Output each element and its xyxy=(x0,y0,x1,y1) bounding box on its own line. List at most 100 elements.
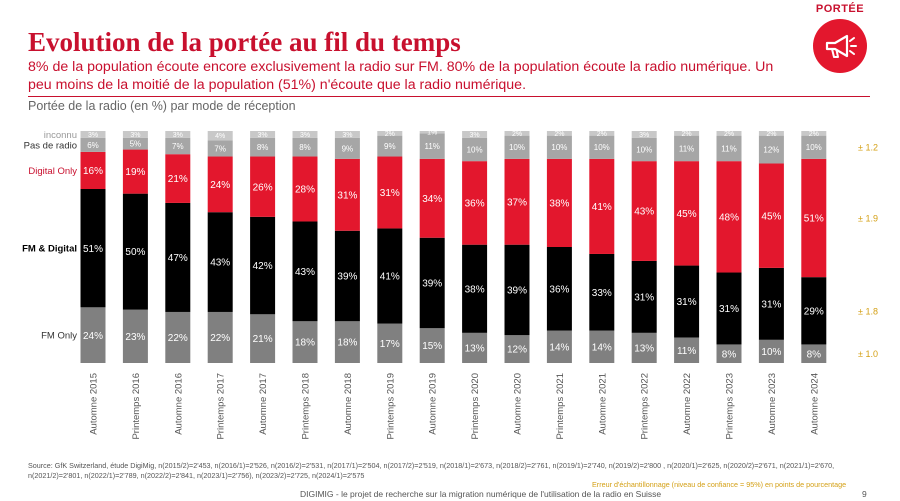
bar-inconnu-6 xyxy=(292,131,318,138)
bar-fm-digital-12 xyxy=(546,247,572,331)
bar-digital-only-16 xyxy=(716,161,742,273)
data-label-pas-de-radio-9: 11% xyxy=(424,142,439,151)
data-label-inconnu-13: 2% xyxy=(597,131,607,138)
data-label-fm-only-9: 15% xyxy=(422,341,442,352)
data-label-digital-only-2: 19% xyxy=(125,167,145,178)
data-label-fm-digital-12: 36% xyxy=(549,284,569,295)
data-label-pas-de-radio-1: 6% xyxy=(87,141,99,150)
bar-pas-de-radio-6 xyxy=(292,137,318,157)
title-divider xyxy=(28,96,870,97)
bar-fm-only-14 xyxy=(631,332,657,363)
data-label-fm-digital-3: 47% xyxy=(168,253,188,264)
bar-pas-de-radio-14 xyxy=(631,137,657,162)
data-label-digital-only-12: 38% xyxy=(549,199,569,210)
bar-inconnu-12 xyxy=(546,131,572,136)
bar-pas-de-radio-8 xyxy=(377,135,403,157)
data-label-digital-only-4: 24% xyxy=(210,180,230,191)
data-label-pas-de-radio-16: 11% xyxy=(721,144,736,153)
data-label-digital-only-5: 26% xyxy=(253,182,273,193)
data-label-digital-only-16: 48% xyxy=(719,212,739,223)
bar-fm-digital-7 xyxy=(334,230,360,322)
bar-fm-only-9 xyxy=(419,328,445,363)
data-label-fm-only-6: 18% xyxy=(295,338,315,349)
legend-label-fm-digital: FM & Digital xyxy=(22,244,77,255)
data-label-fm-digital-7: 39% xyxy=(337,272,357,283)
x-tick-label-18: Automne 2024 xyxy=(809,373,820,435)
bar-fm-digital-8 xyxy=(377,228,403,324)
data-label-fm-only-3: 22% xyxy=(168,333,188,344)
data-label-fm-only-8: 17% xyxy=(380,339,400,350)
data-label-fm-digital-17: 31% xyxy=(761,299,781,310)
bar-fm-digital-16 xyxy=(716,272,742,345)
footer-text: DIGIMIG - le projet de recherche sur la … xyxy=(300,489,662,499)
bar-pas-de-radio-12 xyxy=(546,135,572,159)
bar-inconnu-11 xyxy=(504,131,530,136)
x-tick-label-7: Automne 2018 xyxy=(343,373,354,435)
error-margin-fm-only: ± 1.0 xyxy=(858,349,878,359)
data-label-fm-only-13: 14% xyxy=(592,342,612,353)
data-label-fm-digital-10: 38% xyxy=(465,284,485,295)
bar-inconnu-16 xyxy=(716,131,742,136)
data-label-fm-only-15: 11% xyxy=(677,346,696,357)
bar-inconnu-17 xyxy=(758,131,784,136)
bar-fm-digital-5 xyxy=(250,216,276,315)
megaphone-icon xyxy=(825,34,857,58)
data-label-fm-only-5: 21% xyxy=(253,334,273,345)
data-label-pas-de-radio-3: 7% xyxy=(172,142,184,151)
x-tick-label-17: Automne 2023 xyxy=(767,373,778,435)
data-label-digital-only-3: 21% xyxy=(168,174,188,185)
x-tick-label-14: Printemps 2022 xyxy=(640,373,651,440)
data-label-digital-only-17: 45% xyxy=(761,211,781,222)
bar-digital-only-3 xyxy=(165,154,191,203)
bar-digital-only-14 xyxy=(631,161,657,261)
data-label-inconnu-12: 2% xyxy=(554,131,564,138)
data-label-inconnu-2: 3% xyxy=(130,132,140,139)
bar-fm-only-13 xyxy=(589,330,615,363)
x-tick-label-9: Automne 2019 xyxy=(428,373,439,435)
data-label-pas-de-radio-17: 12% xyxy=(763,145,779,154)
data-label-inconnu-8: 2% xyxy=(385,131,395,138)
data-label-pas-de-radio-18: 10% xyxy=(806,143,822,152)
bar-fm-digital-17 xyxy=(758,267,784,340)
page-title: Evolution de la portée au fil du temps xyxy=(28,27,461,57)
data-label-digital-only-14: 43% xyxy=(634,207,654,218)
data-label-fm-digital-14: 31% xyxy=(634,292,654,303)
x-tick-label-1: Automne 2015 xyxy=(89,373,100,435)
bar-digital-only-10 xyxy=(462,161,488,245)
bar-pas-de-radio-3 xyxy=(165,137,191,155)
bar-digital-only-12 xyxy=(546,158,572,247)
bar-inconnu-15 xyxy=(674,131,700,136)
bar-digital-only-2 xyxy=(122,149,148,194)
data-label-digital-only-8: 31% xyxy=(380,188,400,199)
data-label-inconnu-5: 3% xyxy=(258,132,268,139)
data-label-fm-only-17: 10% xyxy=(761,347,781,358)
bar-inconnu-14 xyxy=(631,131,657,138)
data-label-fm-digital-16: 31% xyxy=(719,304,739,315)
data-label-fm-only-14: 13% xyxy=(634,344,654,355)
bar-fm-only-15 xyxy=(674,337,700,363)
bar-fm-only-12 xyxy=(546,330,572,363)
bar-digital-only-17 xyxy=(758,163,784,268)
bar-fm-digital-14 xyxy=(631,260,657,333)
page-subtitle: 8% de la population écoute encore exclus… xyxy=(28,59,774,93)
data-label-fm-digital-11: 39% xyxy=(507,286,527,297)
bar-pas-de-radio-13 xyxy=(589,135,615,159)
bar-inconnu-10 xyxy=(462,131,488,138)
data-label-digital-only-7: 31% xyxy=(337,190,357,201)
data-label-fm-digital-2: 50% xyxy=(125,247,145,258)
bar-digital-only-7 xyxy=(334,158,360,231)
source-note: Source: GfK Switzerland, étude DigiMig, … xyxy=(28,461,835,480)
bar-pas-de-radio-4 xyxy=(207,140,233,157)
error-margin-digital-only: ± 1.9 xyxy=(858,214,878,224)
x-tick-label-2: Printemps 2016 xyxy=(131,373,142,440)
data-label-pas-de-radio-12: 10% xyxy=(551,143,567,152)
bar-digital-only-6 xyxy=(292,156,318,222)
data-label-pas-de-radio-8: 9% xyxy=(384,142,396,151)
bar-fm-only-3 xyxy=(165,311,191,363)
bar-fm-digital-1 xyxy=(80,189,106,308)
data-label-inconnu-15: 2% xyxy=(682,131,692,138)
bar-inconnu-3 xyxy=(165,131,191,138)
bar-fm-only-2 xyxy=(122,309,148,363)
bar-pas-de-radio-16 xyxy=(716,135,742,162)
data-label-fm-only-7: 18% xyxy=(337,338,357,349)
